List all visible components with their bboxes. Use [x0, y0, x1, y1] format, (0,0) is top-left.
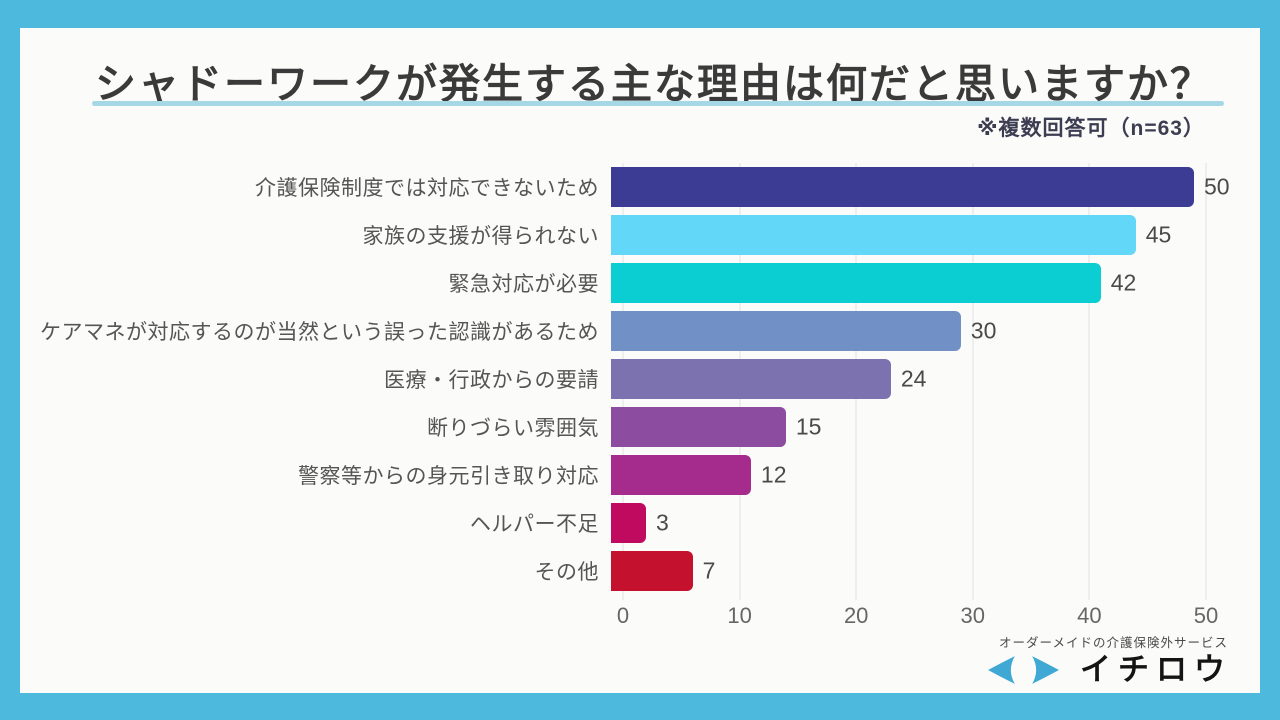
bar-row: ヘルパー不足 3: [20, 499, 1206, 547]
chart-card: シャドーワークが発生する主な理由は何だと思いますか？ ※複数回答可（n=63） …: [20, 28, 1260, 693]
bar-track: 45: [611, 215, 1194, 255]
bar-row: 警察等からの身元引き取り対応 12: [20, 451, 1206, 499]
bar-track: 7: [611, 551, 1194, 591]
gridline: [1088, 163, 1090, 600]
bar-track: 50: [611, 167, 1230, 207]
x-tick-label: 40: [1077, 603, 1102, 628]
bar-row: 介護保険制度では対応できないため 50: [20, 163, 1230, 211]
category-label: 警察等からの身元引き取り対応: [298, 465, 599, 488]
brand-logo: オーダーメイドの介護保険外サービス イチロウ: [987, 632, 1232, 685]
x-tick-label: 10: [727, 603, 752, 628]
category-label: 医療・行政からの要請: [384, 369, 599, 392]
category-label: ケアマネが対応するのが当然という誤った認識があるため: [40, 321, 599, 344]
value-label: 15: [795, 413, 822, 440]
value-label: 24: [900, 365, 927, 392]
category-label: 介護保険制度では対応できないため: [255, 177, 599, 200]
title-underline: [92, 101, 1224, 106]
bar-track: 15: [611, 407, 1194, 447]
bar-track: 30: [611, 311, 1194, 351]
value-label: 3: [655, 509, 669, 536]
bar: [611, 551, 693, 591]
bar: [611, 167, 1194, 207]
chevron-right-icon: [1032, 655, 1059, 684]
value-label: 45: [1145, 221, 1172, 248]
x-tick-label: 50: [1193, 603, 1219, 628]
value-label: 42: [1110, 269, 1137, 296]
bar-track: 24: [611, 359, 1194, 399]
category-label: 家族の支援が得られない: [362, 225, 599, 248]
category-label: 緊急対応が必要: [448, 273, 599, 296]
bar: [611, 503, 646, 543]
bar: [611, 455, 751, 495]
page-title: シャドーワークが発生する主な理由は何だと思いますか？: [95, 61, 1213, 107]
value-label: 7: [702, 557, 716, 584]
brand-mark: [987, 655, 1060, 685]
bar-track: 12: [611, 455, 1194, 495]
bar-rows: 介護保険制度では対応できないため 50 家族の支援が得られない 45 緊急対応が必要 42…: [20, 163, 1230, 595]
bar: [611, 215, 1136, 255]
x-tick-label: 20: [843, 603, 869, 628]
bar-row: その他 7: [20, 547, 1206, 595]
brand-row: イチロウ: [987, 654, 1232, 685]
gridline: [972, 163, 974, 600]
chevron-left-icon: [988, 655, 1015, 684]
bar: [611, 311, 961, 351]
category-label: その他: [534, 561, 599, 584]
bar-track: 42: [611, 263, 1194, 303]
brand-name: イチロウ: [1080, 652, 1232, 687]
bar: [611, 359, 891, 399]
bar-row: 緊急対応が必要 42: [20, 259, 1206, 307]
bar-row: ケアマネが対応するのが当然という誤った認識があるため 30: [20, 307, 1206, 355]
bar-row: 断りづらい雰囲気 15: [20, 403, 1206, 451]
bar: [611, 263, 1101, 303]
x-axis: 0 10 20 30 40 50: [617, 603, 1218, 631]
bar-row: 家族の支援が得られない 45: [20, 211, 1206, 259]
category-label: 断りづらい雰囲気: [427, 417, 599, 440]
gridline: [1205, 163, 1207, 600]
bar: [611, 407, 786, 447]
value-label: 30: [970, 317, 997, 344]
x-tick-label: 30: [960, 603, 986, 628]
category-label: ヘルパー不足: [470, 513, 599, 536]
bar-chart: 介護保険制度では対応できないため 50 家族の支援が得られない 45 緊急対応が必要 42…: [20, 163, 1260, 633]
bar-track: 3: [611, 503, 1194, 543]
value-label: 50: [1204, 173, 1230, 200]
x-tick-label: 0: [616, 603, 630, 628]
brand-tagline: オーダーメイドの介護保険外サービス: [998, 636, 1228, 650]
value-label: 12: [760, 461, 787, 488]
bar-row: 医療・行政からの要請 24: [20, 355, 1206, 403]
survey-note: ※複数回答可（n=63）: [977, 117, 1205, 140]
